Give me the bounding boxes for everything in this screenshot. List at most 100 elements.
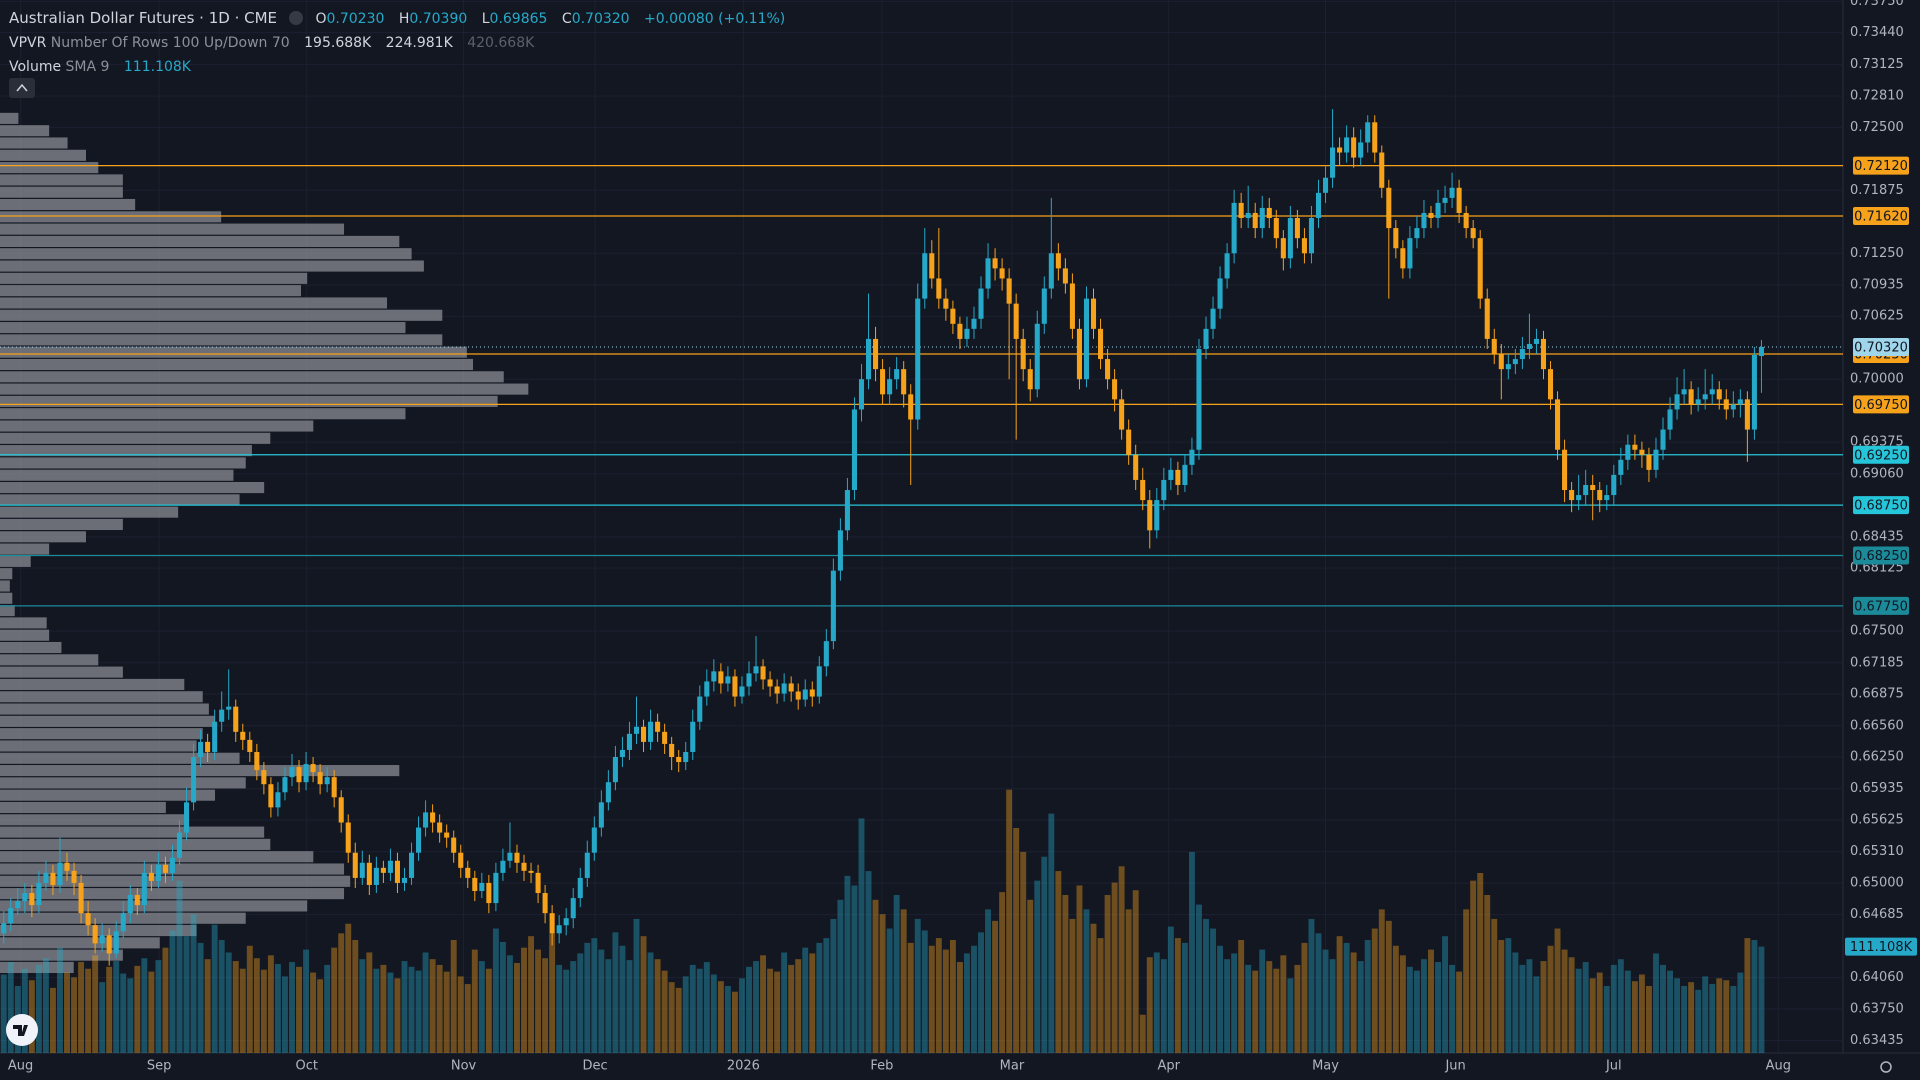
profile-row: [0, 801, 166, 814]
volume-bar: [1153, 952, 1160, 1053]
title-row: Australian Dollar Futures · 1D · CME O0.…: [9, 6, 785, 31]
volume-bar: [717, 981, 724, 1053]
candle-body: [542, 893, 548, 914]
candle-body: [1604, 495, 1610, 501]
candle-body: [985, 258, 991, 289]
candle-body: [1175, 469, 1181, 485]
candle-body: [746, 673, 752, 687]
volume-bar: [141, 958, 148, 1053]
volume-bar: [1006, 789, 1013, 1053]
candle-body: [1681, 389, 1687, 395]
volume-bar: [535, 949, 542, 1053]
candle-body: [880, 369, 886, 395]
volume-bar: [1020, 851, 1027, 1053]
volume-bar: [310, 972, 317, 1053]
candle-body: [1667, 409, 1673, 430]
volume-bar: [232, 961, 239, 1053]
candle-body: [78, 882, 84, 914]
volume-bar: [1667, 970, 1673, 1053]
candle-body: [655, 721, 661, 732]
volume-bar: [352, 940, 359, 1053]
y-tick-label: 0.67500: [1850, 624, 1904, 639]
candle-body: [1716, 389, 1722, 400]
volume-bar: [1716, 978, 1723, 1053]
volume-bar: [774, 971, 781, 1053]
candle-body: [887, 379, 893, 395]
profile-row: [0, 752, 240, 764]
volume-bar: [1645, 985, 1652, 1053]
price-axis-bg: [1843, 0, 1920, 1080]
candle-body: [1393, 228, 1399, 249]
candle-body: [1280, 238, 1286, 259]
volume-bar: [1435, 962, 1441, 1053]
y-tick-label: 0.65935: [1850, 781, 1904, 796]
candle-body: [1660, 429, 1666, 450]
volume-bar: [1041, 856, 1048, 1053]
volume-bar: [1245, 964, 1252, 1053]
volume-bar: [7, 962, 14, 1053]
levels: [0, 164, 1843, 607]
profile-row: [0, 162, 99, 174]
volume-bar: [654, 959, 661, 1053]
volume-bar: [211, 924, 218, 1053]
candle-body: [1315, 192, 1322, 219]
candle-body: [387, 860, 393, 873]
profile-row: [0, 149, 87, 161]
volume-bar: [0, 974, 7, 1053]
volume-bar: [274, 963, 281, 1053]
collapse-button[interactable]: [9, 78, 35, 98]
volume-bar: [1167, 926, 1174, 1053]
candle-body: [486, 882, 492, 904]
candle-body: [1358, 142, 1364, 158]
candle-body: [535, 872, 541, 894]
volume-bar: [556, 964, 563, 1053]
profile-row: [0, 469, 234, 481]
volume-bar: [767, 968, 774, 1053]
volume-bar: [1477, 872, 1484, 1053]
candle-body: [1498, 354, 1504, 370]
volume-bar: [1624, 970, 1631, 1053]
volume-bar: [1519, 964, 1526, 1053]
y-tick-label: 0.73440: [1850, 25, 1904, 40]
candle-body: [1695, 399, 1701, 405]
profile-row: [0, 937, 160, 949]
volume-bar: [570, 961, 577, 1053]
candle-body: [1189, 449, 1195, 465]
volume-bar: [999, 892, 1006, 1053]
candle-body: [444, 832, 450, 838]
candle-body: [176, 832, 183, 858]
volume-bar: [921, 930, 928, 1053]
volume-bar: [816, 942, 823, 1053]
candle-body: [1737, 399, 1743, 405]
candle-body: [373, 867, 379, 885]
profile-row: [0, 125, 50, 137]
volume-bar: [514, 962, 520, 1053]
candle-body: [219, 709, 225, 722]
profile-row: [0, 629, 50, 641]
candle-body: [1442, 197, 1448, 203]
candle-body: [338, 797, 344, 823]
candle-body: [303, 764, 309, 783]
volume-bar: [471, 949, 478, 1053]
volume-bar: [935, 938, 942, 1053]
volume-bar: [1097, 938, 1104, 1053]
candle-body: [1400, 248, 1406, 269]
volume-bar: [1442, 936, 1449, 1053]
x-tick-label: Oct: [296, 1059, 318, 1074]
volume-bar: [1456, 971, 1463, 1053]
volume-bar: [492, 928, 499, 1053]
volume-bar: [598, 949, 605, 1053]
candle-body: [331, 777, 337, 798]
volume-bar: [781, 952, 788, 1053]
volume-bar: [1217, 945, 1224, 1053]
axes: 0.73750 0.73440 0.73125 0.72810 0.72500 0.718…: [8, 0, 1917, 1074]
candle-body: [1590, 484, 1596, 491]
candle-body: [563, 918, 569, 926]
volume-bar: [1350, 952, 1357, 1053]
candle-body: [901, 369, 907, 395]
volume-bar: [429, 959, 436, 1053]
ohlc-key: H: [398, 11, 410, 27]
settings-icon[interactable]: [1880, 1061, 1892, 1073]
candle-body: [268, 784, 274, 808]
